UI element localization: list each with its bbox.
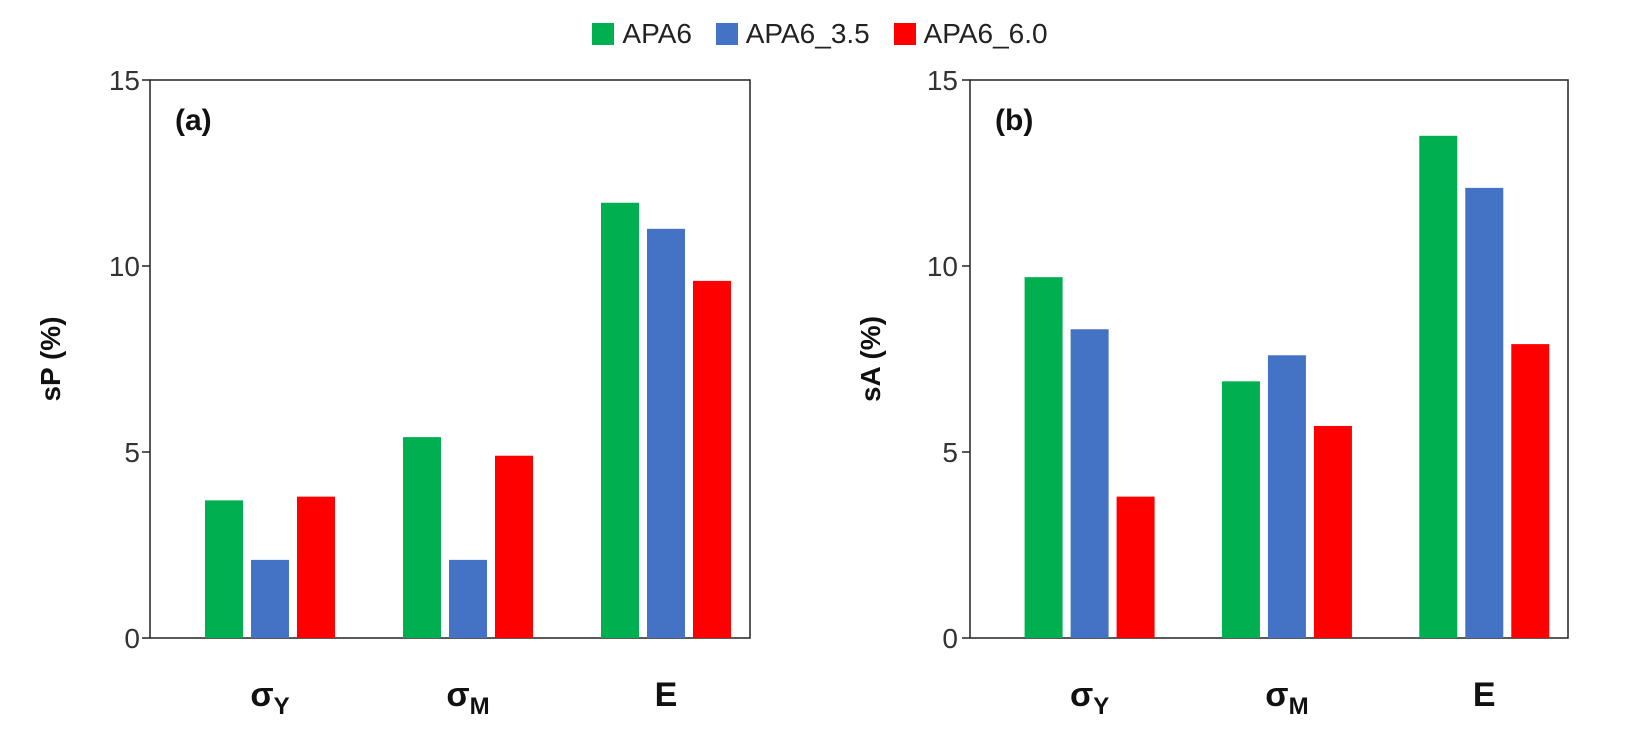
bar-b-apa6-6-0-1 [1313,425,1352,638]
bar-b-apa6-3-5-2 [1465,187,1504,638]
legend-swatch-apa6-3-5 [715,23,738,45]
legend: APA6 APA6_3.5 APA6_6.0 [0,18,1640,52]
bar-a-apa6-6-0-1 [495,455,533,638]
bar-b-apa6-0 [1024,277,1063,638]
y-axis-label-a: sP (%) [35,316,66,401]
bar-a-apa6-1 [403,437,441,638]
bar-a-apa6-6-0-0 [297,496,335,638]
bar-b-apa6-6-0-2 [1511,344,1550,638]
y-tick-label-b-2: 10 [927,251,958,282]
panel-label-b: (b) [995,104,1033,137]
bar-b-apa6-1 [1221,381,1260,638]
legend-item-apa6: APA6 [592,18,692,50]
x-tick-label-a-0: σY [250,676,289,720]
y-tick-label-a-2: 10 [109,251,140,282]
y-tick-label-b-1: 5 [942,437,958,468]
bar-b-apa6-3-5-0 [1070,329,1109,638]
x-tick-label-b-1: σM [1265,676,1308,720]
legend-item-apa6-6-0: APA6_6.0 [893,18,1048,50]
x-tick-label-b-0: σY [1070,676,1109,720]
y-axis-label-b: sA (%) [855,316,886,402]
panel-label-a: (a) [175,104,212,137]
y-tick-label-b-3: 15 [927,65,958,96]
legend-swatch-apa6 [592,23,615,45]
bar-b-apa6-3-5-1 [1267,355,1306,638]
legend-label-apa6-6-0: APA6_6.0 [923,18,1048,49]
bar-a-apa6-3-5-0 [251,559,289,638]
bar-a-apa6-3-5-2 [647,228,685,639]
legend-label-apa6: APA6 [622,18,692,49]
x-tick-label-b-2: E [1473,676,1496,714]
legend-swatch-apa6-6-0 [893,23,916,45]
bar-a-apa6-3-5-1 [449,559,487,638]
x-tick-label-a-1: σM [446,676,489,720]
bar-a-apa6-2 [601,202,639,638]
bar-a-apa6-6-0-2 [693,280,731,638]
bar-b-apa6-2 [1419,135,1458,639]
x-tick-label-a-2: E [655,676,678,714]
y-tick-label-a-3: 15 [109,65,140,96]
bar-b-apa6-6-0-0 [1116,496,1155,638]
legend-label-apa6-3-5: APA6_3.5 [745,18,870,49]
y-tick-label-a-0: 0 [124,623,140,654]
y-tick-label-b-0: 0 [942,623,958,654]
y-tick-label-a-1: 5 [124,437,140,468]
legend-item-apa6-3-5: APA6_3.5 [715,18,870,50]
bar-a-apa6-0 [205,500,243,638]
